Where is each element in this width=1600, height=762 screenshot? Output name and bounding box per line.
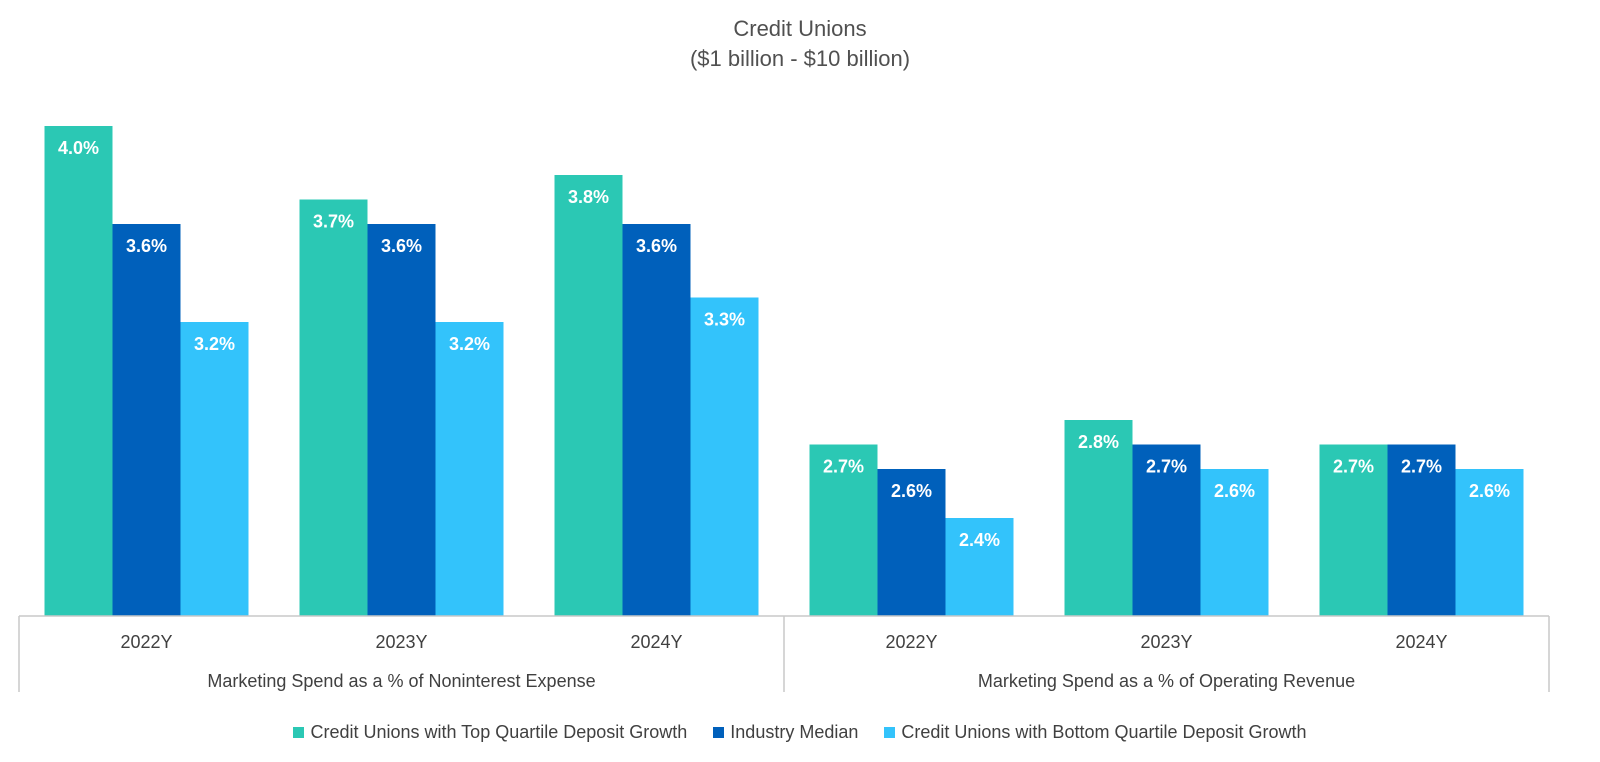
bar-s1-c2: [622, 224, 691, 616]
data-label-s2-c0: 3.2%: [194, 334, 235, 354]
legend-label-bottom-quartile: Credit Unions with Bottom Quartile Depos…: [901, 722, 1307, 742]
data-label-s2-c4: 2.6%: [1214, 481, 1255, 501]
legend-item-bottom-quartile: Credit Unions with Bottom Quartile Depos…: [884, 722, 1307, 743]
bar-s2-c2: [690, 297, 759, 616]
data-label-s2-c5: 2.6%: [1469, 481, 1510, 501]
chart-subtitle: ($1 billion - $10 billion): [689, 46, 911, 71]
data-label-s2-c2: 3.3%: [704, 310, 745, 330]
data-label-s1-c4: 2.7%: [1146, 457, 1187, 477]
legend-item-industry-median: Industry Median: [713, 722, 858, 743]
data-label-s0-c0: 4.0%: [58, 138, 99, 158]
chart-title: Credit Unions: [733, 16, 867, 41]
chart-legend: Credit Unions with Top Quartile Deposit …: [0, 722, 1600, 743]
group-label-0: Marketing Spend as a % of Noninterest Ex…: [207, 671, 595, 691]
group-label-1: Marketing Spend as a % of Operating Reve…: [978, 671, 1355, 691]
bar-s1-c4: [1132, 444, 1201, 616]
legend-item-top-quartile: Credit Unions with Top Quartile Deposit …: [293, 722, 687, 743]
data-label-s0-c3: 2.7%: [823, 457, 864, 477]
x-tick-label-0: 2022Y: [120, 632, 172, 652]
x-tick-label-4: 2023Y: [1140, 632, 1192, 652]
data-label-s0-c4: 2.8%: [1078, 432, 1119, 452]
data-label-s1-c5: 2.7%: [1401, 457, 1442, 477]
x-tick-label-2: 2024Y: [630, 632, 682, 652]
x-tick-label-3: 2022Y: [885, 632, 937, 652]
bar-s0-c1: [299, 199, 368, 616]
bar-s1-c3: [877, 469, 946, 616]
data-label-s1-c2: 3.6%: [636, 236, 677, 256]
bar-s2-c5: [1455, 469, 1524, 616]
bar-s2-c4: [1200, 469, 1269, 616]
legend-label-industry-median: Industry Median: [730, 722, 859, 742]
bar-s2-c0: [180, 322, 249, 616]
data-label-s1-c3: 2.6%: [891, 481, 932, 501]
bar-s1-c1: [367, 224, 436, 616]
bar-s0-c0: [44, 126, 113, 616]
legend-swatch-bottom-quartile: [884, 727, 896, 738]
bar-s2-c1: [435, 322, 504, 616]
x-tick-label-1: 2023Y: [375, 632, 427, 652]
bar-s0-c4: [1064, 420, 1133, 616]
data-label-s1-c1: 3.6%: [381, 236, 422, 256]
bar-s1-c0: [112, 224, 181, 616]
bar-s0-c3: [809, 444, 878, 616]
bar-s1-c5: [1387, 444, 1456, 616]
x-tick-label-5: 2024Y: [1395, 632, 1447, 652]
data-label-s0-c5: 2.7%: [1333, 457, 1374, 477]
data-label-s2-c1: 3.2%: [449, 334, 490, 354]
bar-s0-c5: [1319, 444, 1388, 616]
data-label-s0-c2: 3.8%: [568, 187, 609, 207]
legend-label-top-quartile: Credit Unions with Top Quartile Deposit …: [310, 722, 688, 742]
data-label-s1-c0: 3.6%: [126, 236, 167, 256]
bar-s2-c3: [945, 518, 1014, 616]
legend-swatch-industry-median: [713, 727, 725, 738]
legend-swatch-top-quartile: [293, 727, 305, 738]
data-label-s2-c3: 2.4%: [959, 530, 1000, 550]
data-label-s0-c1: 3.7%: [313, 212, 354, 232]
bar-s0-c2: [554, 175, 623, 616]
